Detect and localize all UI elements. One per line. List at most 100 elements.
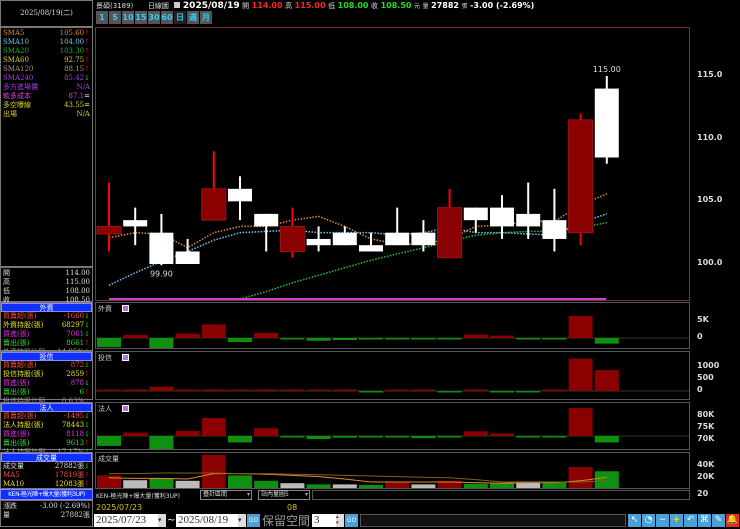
value-text: 85.42 (64, 74, 85, 82)
row-label: SMA60 (3, 56, 29, 64)
period-button-10[interactable]: 10 (122, 11, 134, 24)
value-text: 8661 (66, 339, 85, 347)
signal-bar (109, 298, 606, 300)
value-text: -1495 (63, 412, 85, 420)
bell-icon[interactable]: 🔔 (726, 514, 739, 527)
value-text: 12083張 (54, 480, 85, 488)
bar (332, 338, 357, 341)
price-chart[interactable]: 99.90 115.00 (95, 27, 690, 301)
bar (280, 389, 305, 391)
settings-icon[interactable] (122, 405, 129, 412)
period-button-日[interactable]: 日 (174, 11, 186, 24)
volume-panel[interactable]: 成交量 (95, 452, 690, 489)
value-text: 8118 (66, 430, 85, 438)
trust-panel-title: 投信 (98, 354, 112, 362)
row-value: 78443↓ (62, 421, 90, 430)
row-label: 賣出(張) (3, 339, 30, 347)
value-text: 27882張 (54, 462, 85, 470)
row-value: N/A (76, 110, 90, 119)
trust-panel[interactable]: 投信 (95, 351, 690, 400)
row-label: 軟多成本 (3, 92, 31, 100)
volume-unit: 張 (461, 3, 468, 10)
row-label: 多空曝線 (3, 101, 31, 109)
high-label: 高 (285, 2, 293, 10)
to-date-dropdown[interactable]: ▾ (238, 514, 246, 527)
sub-axis-label: 80K (697, 410, 715, 419)
reserve-stepper[interactable]: ▴ ▾ (336, 514, 344, 527)
bar (306, 436, 331, 440)
bar (385, 482, 410, 488)
scrollbar[interactable] (360, 514, 626, 527)
period-button-5[interactable]: 5 (109, 11, 121, 24)
row-value: 7061↓ (66, 330, 90, 339)
candle-body (96, 225, 122, 235)
go-button[interactable]: GO (247, 514, 260, 527)
current-date: 2025/08/19(二) (20, 9, 73, 17)
bar (594, 471, 619, 488)
candle-body (411, 232, 436, 246)
row-value: 2859↑ (66, 370, 90, 379)
chevron-down-icon: ▾ (304, 491, 308, 498)
period-button-月[interactable]: 月 (200, 11, 212, 24)
period-button-60[interactable]: 60 (161, 11, 173, 24)
calendar-icon[interactable] (174, 2, 181, 8)
sub-axis-label: 70K (697, 434, 715, 443)
foreign-panel[interactable]: 外資 (95, 302, 690, 349)
value-text: 872 (70, 361, 85, 369)
bar (490, 391, 514, 393)
overlay-dropdown[interactable]: 疊計區間 ▾ (200, 490, 252, 500)
period-button-1[interactable]: 1 (96, 11, 108, 24)
candle-body (332, 232, 357, 246)
clock-icon[interactable]: ◔ (642, 514, 655, 527)
bar (411, 436, 436, 439)
to-date-value: 2025/08/19 (178, 514, 229, 526)
period-button-週[interactable]: 週 (187, 11, 199, 24)
strategy-label[interactable]: KEN-極光陣+爆大量(獲利3UP) (0, 489, 93, 500)
trend-arrow-icon: ↓ (84, 321, 90, 329)
quote-header: 景碩(3189) 日線圖 2025/08/19 開 114.00 高 115.0… (96, 0, 534, 11)
section-0: 外資 買賣超(張) -1660↓ 外資持股(張) 68297↓ 買進(張) 7061↓ 賣出(… (0, 302, 93, 356)
reserve-input[interactable]: 3 (312, 514, 336, 527)
info-row: 出場 N/A (1, 110, 92, 119)
trend-arrow-icon: ↑ (84, 471, 90, 479)
to-date-input[interactable]: 2025/08/19 (176, 514, 238, 527)
sma10-line (108, 213, 608, 286)
price-axis-label: 110.0 (697, 132, 723, 142)
info-row: 買進(張) 878↓ (1, 379, 92, 388)
price-axis-label: 100.0 (697, 258, 723, 267)
bar (359, 436, 383, 438)
value-text: 92.75 (64, 56, 85, 64)
row-label: 低 (3, 287, 10, 295)
drawing-dropdown[interactable]: 站內量圖5 ▾ (258, 490, 310, 500)
bar (411, 338, 436, 340)
info-row: 買賣超(張) -1660↓ (1, 312, 92, 321)
go-button-2[interactable]: GO (345, 514, 358, 527)
period-button-15[interactable]: 15 (135, 11, 147, 24)
bar (568, 408, 593, 436)
fit-icon[interactable]: ⌘ (698, 514, 711, 527)
trend-arrow-icon: ↑ (84, 397, 90, 405)
from-date-dropdown[interactable]: ▾ (158, 514, 166, 527)
low-label: 低 (328, 2, 336, 10)
settings-icon[interactable] (122, 305, 129, 312)
settings-icon[interactable] (122, 354, 129, 361)
bar (201, 389, 226, 391)
zoom-in-icon[interactable]: + (670, 514, 683, 527)
pen-icon[interactable]: ✎ (712, 514, 725, 527)
price-axis-label: 115.0 (697, 70, 723, 80)
chevron-down-icon: ▾ (246, 491, 250, 498)
sub-axis-label: 0 (697, 385, 703, 394)
bar (542, 389, 567, 391)
period-button-30[interactable]: 30 (148, 11, 160, 24)
info-row: 低 108.00 (1, 287, 92, 296)
undo-icon[interactable]: ↶ (684, 514, 697, 527)
trend-arrow-icon: = (84, 101, 90, 109)
inst-panel[interactable]: 法人 (95, 402, 690, 452)
row-label: 賣出(張) (3, 388, 30, 396)
arrow-icon[interactable]: ↖ (628, 514, 641, 527)
from-date-input[interactable]: 2025/07/23 (94, 514, 158, 527)
value-text: 6 (79, 388, 85, 396)
row-value: 9613↑ (66, 439, 90, 448)
sub-axis-label: 20K (697, 472, 715, 481)
zoom-out-icon[interactable]: − (656, 514, 669, 527)
